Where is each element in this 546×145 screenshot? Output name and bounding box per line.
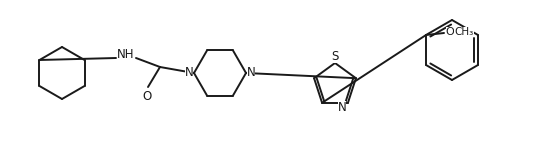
Text: O: O [446, 27, 454, 37]
Text: N: N [337, 101, 346, 114]
Text: NH: NH [117, 48, 135, 61]
Text: N: N [185, 66, 193, 78]
Text: S: S [331, 49, 339, 62]
Text: CH₃: CH₃ [454, 27, 473, 37]
Text: N: N [247, 66, 256, 78]
Text: O: O [143, 89, 152, 103]
